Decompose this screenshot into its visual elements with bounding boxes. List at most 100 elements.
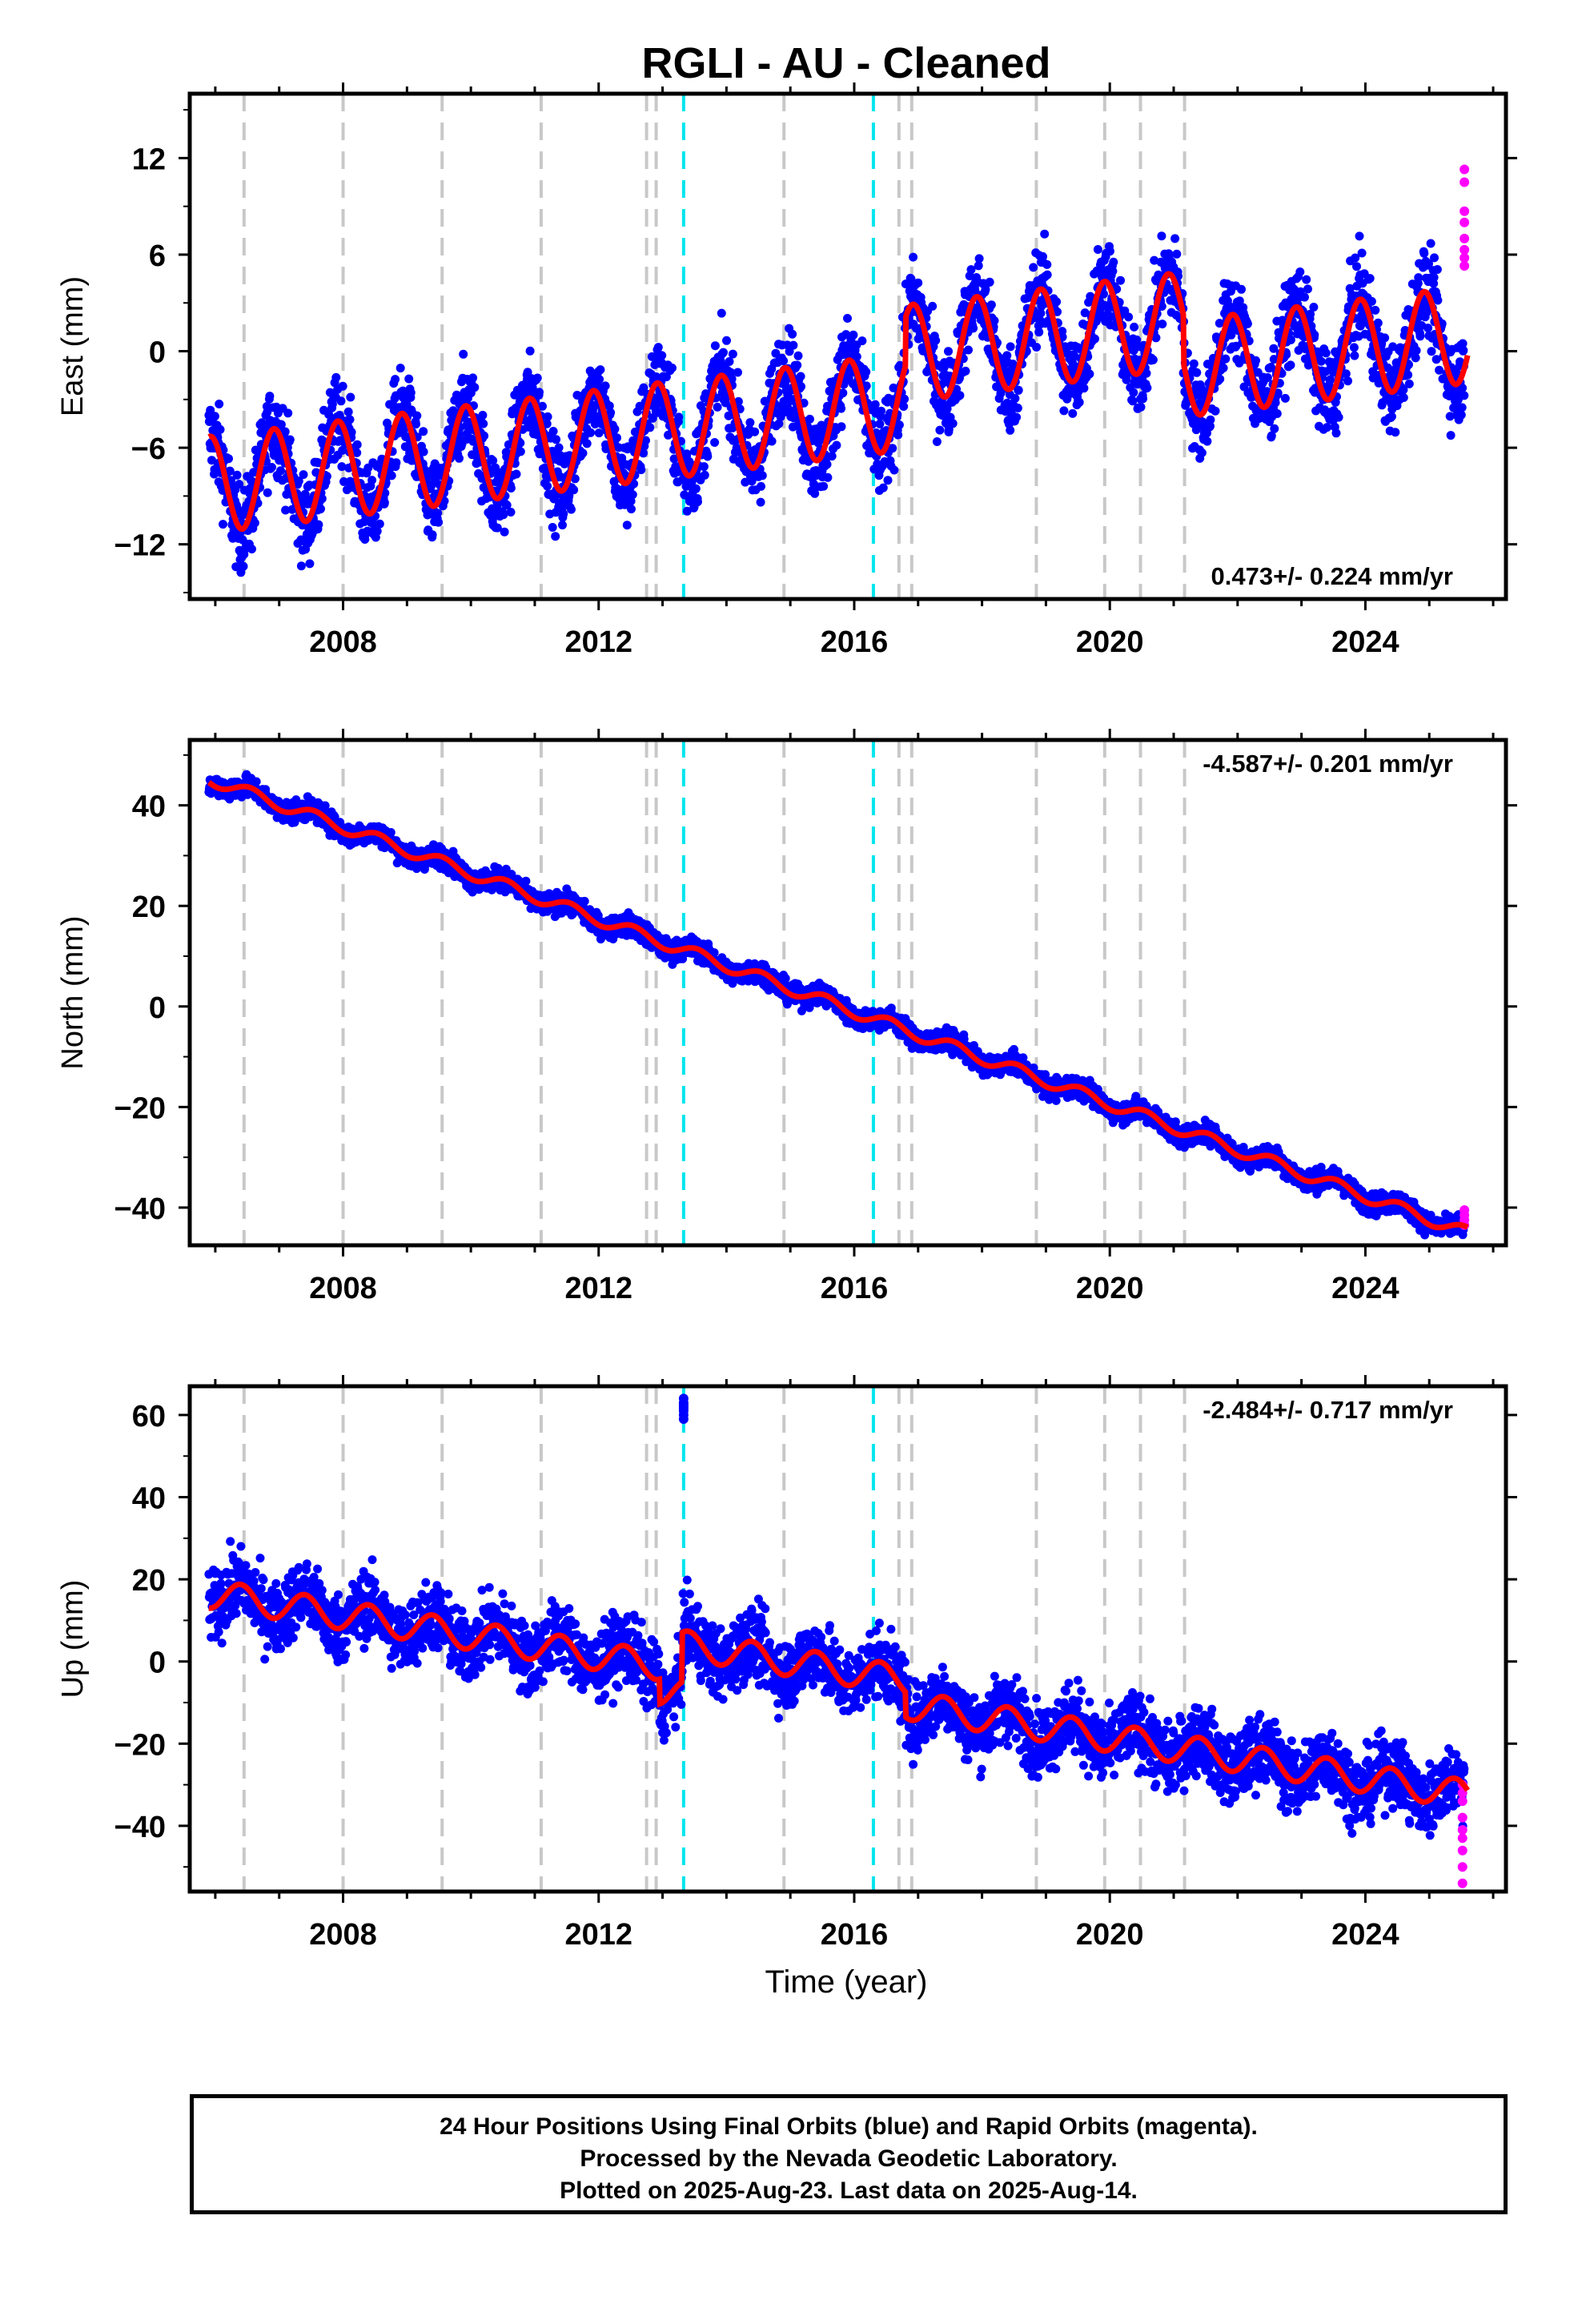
data-point [725, 357, 734, 366]
data-point [322, 472, 331, 481]
rate-label: 0.473+/- 0.224 mm/yr [1211, 562, 1453, 590]
data-point [1116, 275, 1125, 285]
data-point [595, 375, 604, 384]
data-point [653, 343, 663, 352]
data-point [624, 442, 633, 452]
data-point [1411, 346, 1421, 356]
data-point [932, 437, 942, 446]
data-point [1373, 318, 1383, 328]
data-point [305, 559, 315, 569]
data-point [1391, 428, 1400, 437]
data-point [1457, 403, 1467, 412]
data-point [502, 501, 512, 510]
data-point [1367, 296, 1376, 306]
data-point [875, 419, 885, 428]
data-point [767, 436, 777, 446]
data-point [1321, 348, 1331, 358]
data-point [263, 488, 272, 497]
data-point [1040, 229, 1050, 239]
data-point [750, 427, 760, 436]
data-point [1343, 376, 1352, 386]
data-point [1371, 305, 1380, 315]
data-point [822, 460, 832, 469]
data-point [1099, 289, 1108, 299]
data-point [612, 433, 621, 443]
rapid-orbit-points [1460, 164, 1470, 271]
data-point [280, 427, 290, 436]
data-point [548, 523, 557, 532]
data-point [682, 506, 692, 516]
rapid-data-point [1460, 261, 1470, 271]
data-point [622, 521, 632, 530]
data-point [1138, 394, 1148, 404]
data-point [582, 439, 592, 448]
data-point [500, 527, 509, 537]
data-point [551, 532, 560, 541]
data-point [542, 419, 552, 428]
data-point [870, 400, 880, 409]
data-point [745, 418, 755, 428]
data-point [559, 509, 568, 519]
data-point [1074, 397, 1084, 407]
data-point [596, 365, 605, 375]
data-point [1251, 356, 1260, 365]
data-point [1446, 431, 1456, 440]
data-point [396, 364, 405, 373]
data-point [757, 481, 765, 491]
data-point [1172, 249, 1182, 259]
data-point [1085, 369, 1094, 379]
data-point [345, 415, 355, 424]
data-point [265, 392, 275, 401]
data-point [724, 411, 733, 420]
data-point [1365, 274, 1375, 283]
data-point [1323, 423, 1332, 432]
data-point [372, 526, 382, 536]
data-point [367, 476, 377, 485]
data-point [726, 368, 736, 377]
data-point [1414, 273, 1423, 283]
data-point [722, 336, 731, 345]
data-point [944, 347, 953, 356]
data-point [948, 419, 958, 428]
data-point [877, 406, 886, 416]
data-point [1006, 425, 1015, 435]
data-point [1399, 393, 1408, 402]
data-point [391, 458, 401, 468]
data-point [889, 383, 898, 392]
data-point [974, 261, 983, 271]
data-point [1158, 320, 1167, 329]
data-point [1280, 393, 1290, 403]
data-point [210, 412, 219, 421]
data-point [823, 472, 833, 482]
rapid-data-point [1460, 217, 1470, 227]
data-point [267, 463, 276, 472]
data-point [1203, 436, 1212, 446]
data-point [313, 458, 323, 468]
data-point [1404, 379, 1414, 388]
data-point [1034, 328, 1044, 337]
data-point [986, 300, 996, 310]
data-point [316, 504, 325, 513]
data-point [1237, 284, 1246, 294]
data-point [899, 402, 909, 411]
data-point [580, 896, 589, 906]
data-point [668, 364, 677, 372]
data-point [1090, 334, 1099, 344]
data-point [1357, 248, 1367, 258]
data-point [713, 402, 722, 412]
data-point [1235, 296, 1244, 306]
data-point [535, 388, 544, 397]
y-tick-label: 12 [132, 143, 166, 176]
data-point [548, 427, 558, 436]
data-point [225, 466, 235, 476]
data-point [797, 382, 805, 392]
data-point [657, 351, 667, 360]
data-point [1460, 391, 1469, 400]
data-point [281, 505, 291, 515]
data-point [832, 440, 841, 450]
data-point [628, 490, 637, 500]
data-point [627, 505, 636, 514]
data-point [567, 505, 576, 514]
rapid-data-point [1460, 206, 1470, 216]
data-point [1122, 369, 1132, 379]
